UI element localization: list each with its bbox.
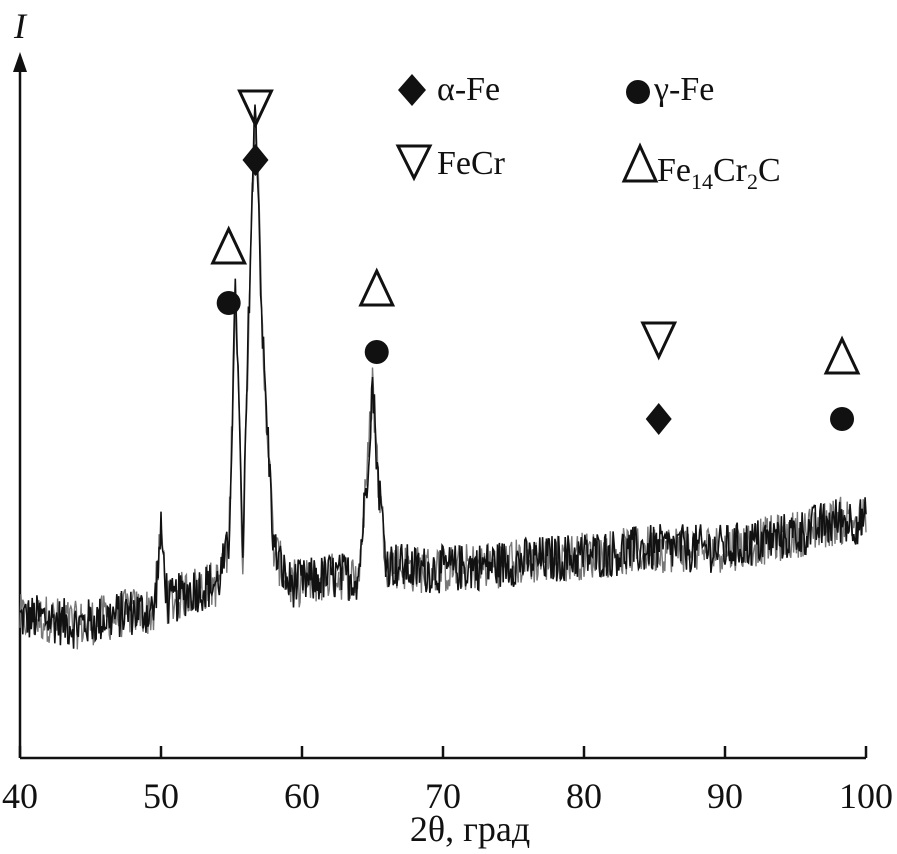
legend-label-gamma-fe: γ-Fe <box>653 71 714 108</box>
peak-2-up-triangle-icon <box>358 267 396 307</box>
x-ticks <box>18 746 868 758</box>
peak-0-circle-icon <box>216 291 241 315</box>
legend-entry-fecr: FeCr <box>395 144 506 182</box>
legend-entry-alpha-fe: α-Fe <box>398 71 500 108</box>
diamond-icon <box>398 74 426 106</box>
y-axis-arrow-icon <box>13 52 27 72</box>
y-axis-title: I <box>13 6 28 46</box>
peak-4-up-triangle-icon <box>823 335 861 375</box>
peak-1-down-triangle-icon <box>237 89 274 129</box>
legend-label-fe14cr2c: Fe14Cr2C <box>657 152 781 194</box>
x-tick-label-50: 50 <box>143 776 179 816</box>
peak-3-down-triangle-icon <box>640 321 678 361</box>
x-axis-title: 2θ, град <box>410 809 530 849</box>
peak-4-circle-icon <box>830 407 855 431</box>
legend-entry-gamma-fe: γ-Fe <box>626 71 714 108</box>
x-tick-label-100: 100 <box>839 776 893 816</box>
series-line <box>19 104 867 649</box>
series-group <box>19 104 867 650</box>
peak-0-up-triangle-icon <box>210 225 248 265</box>
circle-icon <box>626 80 650 104</box>
series-line-shadow <box>19 119 867 650</box>
x-tick-labels: 40 50 60 70 80 90 100 <box>2 776 893 816</box>
peak-annotations <box>210 89 861 435</box>
x-tick-label-90: 90 <box>707 776 743 816</box>
x-tick-label-70: 70 <box>425 776 461 816</box>
down-triangle-icon <box>395 144 433 182</box>
up-triangle-icon <box>621 142 659 183</box>
legend-label-fecr: FeCr <box>437 145 506 182</box>
x-tick-label-80: 80 <box>566 776 602 816</box>
peak-3-diamond-icon <box>645 403 672 435</box>
peak-1-diamond-icon <box>242 144 269 176</box>
x-tick-label-40: 40 <box>2 776 38 816</box>
legend-entry-fe14cr2c: Fe14Cr2C <box>621 142 781 194</box>
legend-label-alpha-fe: α-Fe <box>437 71 500 108</box>
peak-2-circle-icon <box>364 340 389 364</box>
x-tick-label-60: 60 <box>284 776 320 816</box>
legend: α-Fe γ-Fe FeCr Fe14Cr2C <box>395 71 781 194</box>
